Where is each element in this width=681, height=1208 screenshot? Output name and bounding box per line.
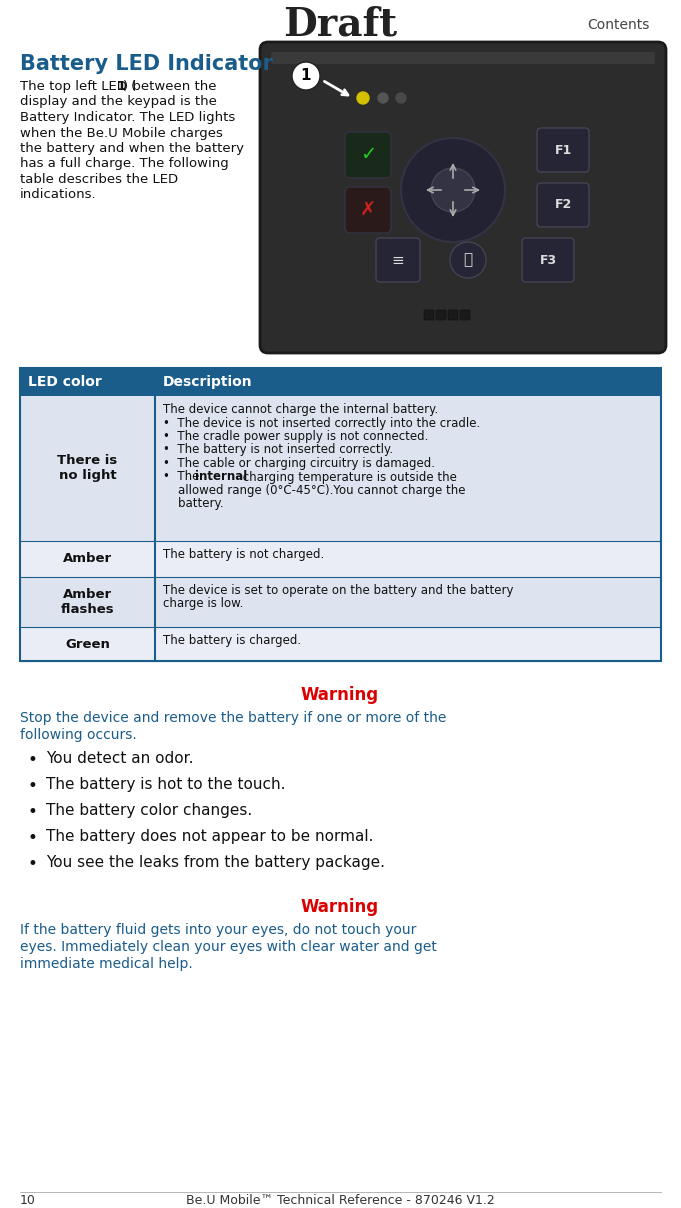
Text: •  The battery is not inserted correctly.: • The battery is not inserted correctly. <box>163 443 397 457</box>
Text: 10: 10 <box>20 1194 36 1207</box>
Circle shape <box>450 242 486 278</box>
Text: You see the leaks from the battery package.: You see the leaks from the battery packa… <box>46 855 385 870</box>
FancyBboxPatch shape <box>376 238 420 281</box>
Text: Description: Description <box>163 374 253 389</box>
Text: F3: F3 <box>539 254 556 267</box>
Circle shape <box>378 93 388 103</box>
Text: allowed range (0°C-45°C).You cannot charge the: allowed range (0°C-45°C).You cannot char… <box>163 484 466 496</box>
Circle shape <box>431 168 475 211</box>
Bar <box>20 396 661 541</box>
Text: has a full charge. The following: has a full charge. The following <box>20 157 229 170</box>
Text: the battery and when the battery: the battery and when the battery <box>20 143 244 155</box>
Text: Draft: Draft <box>283 6 397 43</box>
Bar <box>20 368 661 661</box>
FancyBboxPatch shape <box>448 310 458 320</box>
Text: Contents: Contents <box>587 18 649 31</box>
Text: •  The device is not inserted correctly into the cradle.: • The device is not inserted correctly i… <box>163 417 480 430</box>
FancyBboxPatch shape <box>522 238 574 281</box>
Bar <box>20 368 661 396</box>
Text: table describes the LED: table describes the LED <box>20 173 178 186</box>
Text: •: • <box>28 803 38 821</box>
Text: battery.: battery. <box>163 498 223 511</box>
Text: Green: Green <box>65 638 110 650</box>
Text: •  The: • The <box>163 470 203 483</box>
Circle shape <box>357 92 369 104</box>
Text: Battery Indicator. The LED lights: Battery Indicator. The LED lights <box>20 111 235 124</box>
FancyBboxPatch shape <box>271 52 655 64</box>
Text: Battery LED Indicator: Battery LED Indicator <box>20 54 273 74</box>
Text: charge is low.: charge is low. <box>163 598 243 610</box>
Text: The battery color changes.: The battery color changes. <box>46 803 252 818</box>
Text: •: • <box>28 855 38 873</box>
Text: ⏻: ⏻ <box>464 252 473 267</box>
Circle shape <box>292 62 320 91</box>
Text: immediate medical help.: immediate medical help. <box>20 957 193 971</box>
Text: ✗: ✗ <box>360 201 376 220</box>
FancyBboxPatch shape <box>537 128 589 172</box>
Text: Amber: Amber <box>63 588 112 602</box>
Text: Warning: Warning <box>301 686 379 704</box>
Text: •: • <box>28 777 38 795</box>
Text: flashes: flashes <box>61 603 114 616</box>
Text: indications.: indications. <box>20 188 97 202</box>
Text: You detect an odor.: You detect an odor. <box>46 751 193 766</box>
Text: The device is set to operate on the battery and the battery: The device is set to operate on the batt… <box>163 583 513 597</box>
Text: Stop the device and remove the battery if one or more of the: Stop the device and remove the battery i… <box>20 712 446 725</box>
Text: •  The cable or charging circuitry is damaged.: • The cable or charging circuitry is dam… <box>163 457 439 470</box>
Text: following occurs.: following occurs. <box>20 728 137 742</box>
Text: no light: no light <box>59 470 116 482</box>
Text: There is: There is <box>57 454 118 467</box>
Text: If the battery fluid gets into your eyes, do not touch your: If the battery fluid gets into your eyes… <box>20 923 416 937</box>
Text: eyes. Immediately clean your eyes with clear water and get: eyes. Immediately clean your eyes with c… <box>20 940 437 954</box>
FancyBboxPatch shape <box>345 187 391 233</box>
Text: LED color: LED color <box>28 374 101 389</box>
Bar <box>20 541 661 577</box>
Text: Be.U Mobile™ Technical Reference - 870246 V1.2: Be.U Mobile™ Technical Reference - 87024… <box>186 1194 494 1207</box>
Bar <box>20 627 661 661</box>
Text: internal: internal <box>195 470 248 483</box>
FancyBboxPatch shape <box>424 310 434 320</box>
Text: 1: 1 <box>116 80 125 93</box>
Text: •: • <box>28 829 38 847</box>
Text: ✓: ✓ <box>360 145 376 164</box>
Text: Amber: Amber <box>63 552 112 565</box>
Text: The device cannot charge the internal battery.: The device cannot charge the internal ba… <box>163 403 439 416</box>
Text: The battery does not appear to be normal.: The battery does not appear to be normal… <box>46 829 373 844</box>
Circle shape <box>396 93 406 103</box>
Text: ≡: ≡ <box>392 252 405 267</box>
FancyBboxPatch shape <box>436 310 446 320</box>
FancyBboxPatch shape <box>460 310 470 320</box>
Text: display and the keypad is the: display and the keypad is the <box>20 95 217 109</box>
Text: Warning: Warning <box>301 898 379 916</box>
FancyBboxPatch shape <box>260 42 666 353</box>
Circle shape <box>401 138 505 242</box>
Text: The top left LED (: The top left LED ( <box>20 80 136 93</box>
Text: The battery is charged.: The battery is charged. <box>163 634 301 647</box>
Text: The battery is hot to the touch.: The battery is hot to the touch. <box>46 777 285 792</box>
Text: ) between the: ) between the <box>123 80 217 93</box>
Text: F1: F1 <box>554 144 571 157</box>
FancyBboxPatch shape <box>537 182 589 227</box>
Text: •  The cradle power supply is not connected.: • The cradle power supply is not connect… <box>163 430 428 443</box>
Text: charging temperature is outside the: charging temperature is outside the <box>239 470 457 483</box>
Text: when the Be.U Mobile charges: when the Be.U Mobile charges <box>20 127 223 139</box>
Text: •: • <box>28 751 38 769</box>
FancyBboxPatch shape <box>345 132 391 178</box>
Bar <box>20 577 661 627</box>
Text: F2: F2 <box>554 198 571 211</box>
Text: 1: 1 <box>301 69 311 83</box>
Text: The battery is not charged.: The battery is not charged. <box>163 548 324 561</box>
